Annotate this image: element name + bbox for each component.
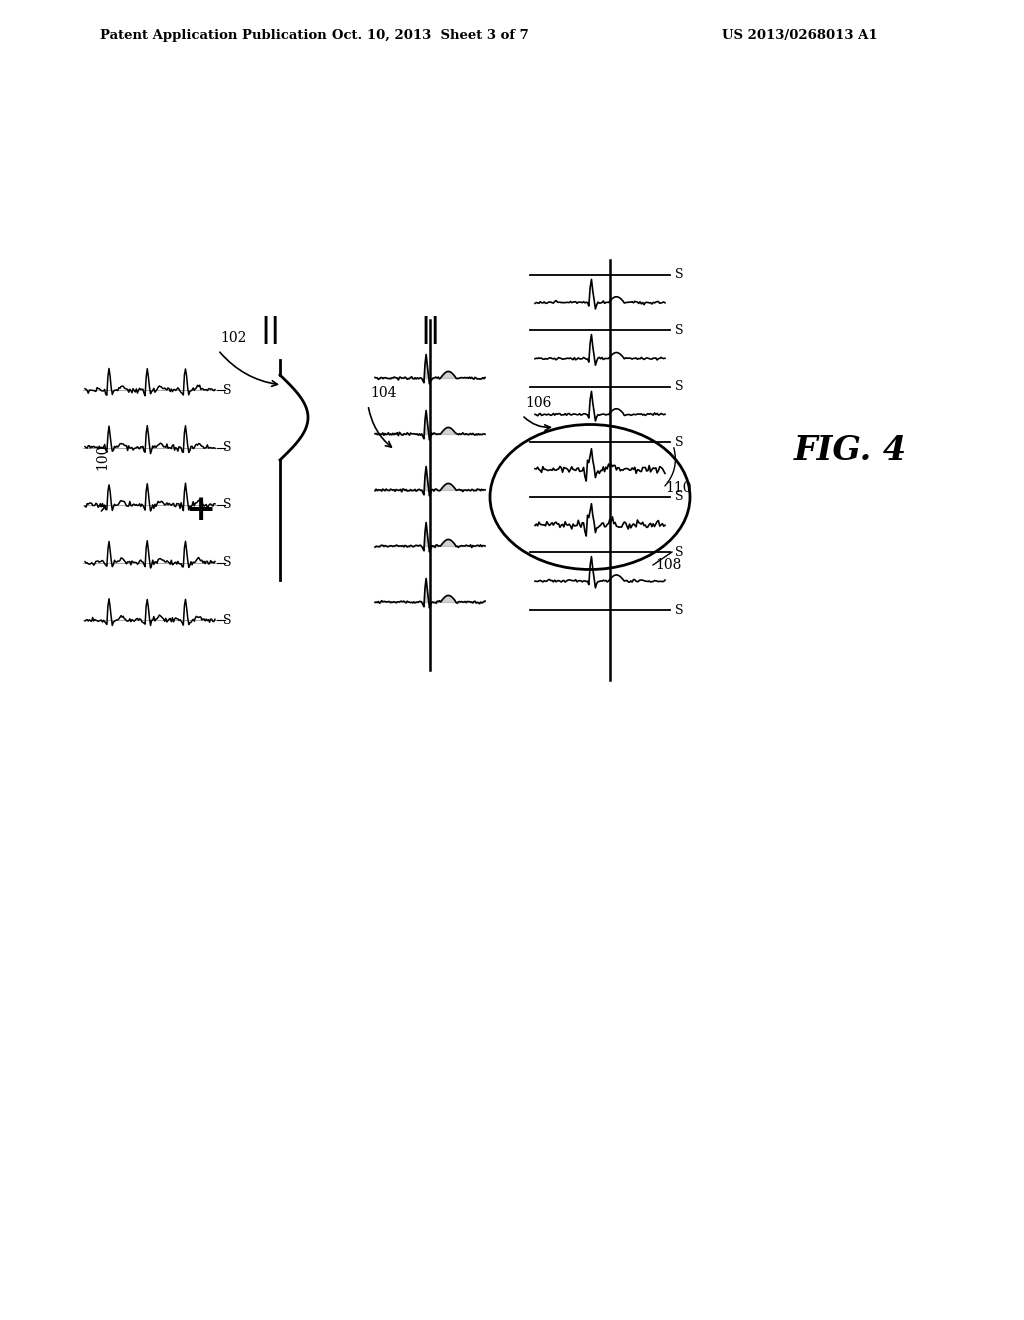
Text: S: S	[223, 384, 231, 396]
Text: S: S	[223, 614, 231, 627]
Text: Patent Application Publication: Patent Application Publication	[100, 29, 327, 41]
Text: 106: 106	[525, 396, 551, 411]
Text: +: +	[184, 492, 215, 527]
Text: 102: 102	[220, 331, 247, 345]
Text: S: S	[675, 436, 683, 449]
Text: US 2013/0268013 A1: US 2013/0268013 A1	[722, 29, 878, 41]
Text: 100: 100	[95, 444, 109, 470]
Text: S: S	[675, 491, 683, 503]
Text: S: S	[675, 380, 683, 393]
Text: 104: 104	[370, 385, 396, 400]
Text: Oct. 10, 2013  Sheet 3 of 7: Oct. 10, 2013 Sheet 3 of 7	[332, 29, 528, 41]
Text: ||: ||	[420, 315, 440, 345]
Text: S: S	[675, 323, 683, 337]
Text: S: S	[675, 545, 683, 558]
Text: S: S	[223, 499, 231, 511]
Text: S: S	[675, 603, 683, 616]
Text: S: S	[675, 268, 683, 281]
Text: 108: 108	[655, 558, 681, 572]
Text: FIG. 4: FIG. 4	[794, 433, 906, 466]
Text: S: S	[223, 441, 231, 454]
Text: ||: ||	[260, 315, 281, 345]
Text: S: S	[223, 556, 231, 569]
Text: 110: 110	[665, 480, 691, 495]
